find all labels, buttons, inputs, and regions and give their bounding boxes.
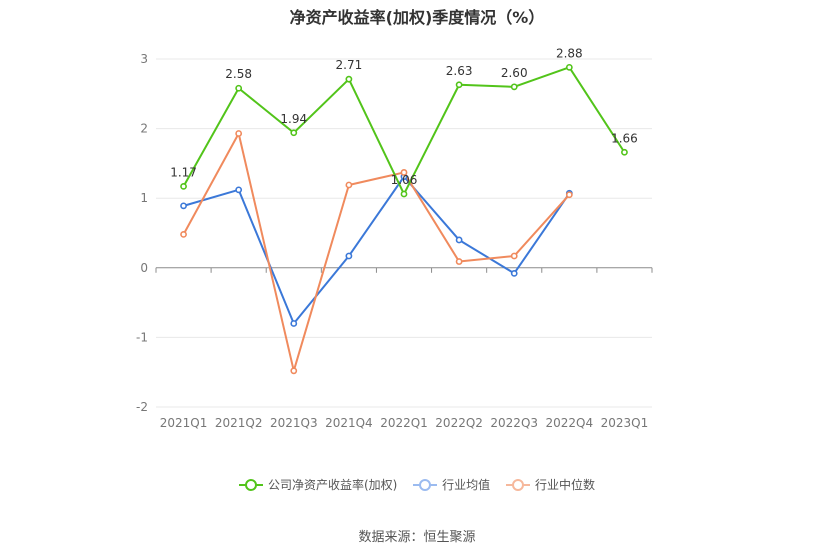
data-point-series-2 — [565, 191, 573, 199]
y-tick-label: 1 — [140, 191, 148, 205]
y-tick-label: 2 — [140, 122, 148, 136]
data-label: 1.06 — [391, 173, 418, 187]
x-tick-label: 2021Q1 — [160, 416, 208, 430]
data-label: 1.94 — [280, 112, 307, 126]
x-tick-label: 2021Q3 — [270, 416, 318, 430]
legend-item-company[interactable]: 公司净资产收益率(加权) — [238, 476, 398, 493]
data-point-series-1 — [180, 202, 187, 210]
legend: 公司净资产收益率(加权) 行业均值 行业中位数 — [0, 476, 834, 494]
series-lines — [182, 66, 626, 372]
data-point-series-0 — [400, 190, 408, 198]
data-label: 1.66 — [611, 131, 638, 145]
data-point-series-1 — [290, 320, 298, 327]
data-point-series-0 — [235, 84, 243, 92]
data-label: 2.58 — [225, 67, 252, 81]
x-tick-label: 2021Q2 — [215, 416, 263, 430]
series-points — [180, 63, 628, 375]
x-tick-label: 2022Q4 — [546, 416, 594, 430]
legend-line-icon — [238, 478, 263, 491]
data-point-series-2 — [345, 181, 353, 189]
y-axis: -2 -1 0 1 2 3 — [136, 52, 148, 414]
legend-item-industry-median[interactable]: 行业中位数 — [506, 476, 595, 493]
data-point-series-2 — [180, 230, 187, 238]
legend-label: 行业均值 — [442, 478, 491, 492]
data-labels: 1.17 2.58 1.94 2.71 1.06 2.63 2.60 2.88 1.66 — [170, 46, 638, 187]
data-point-series-1 — [455, 236, 463, 244]
y-tick-label: -1 — [136, 330, 148, 344]
legend-line-icon — [506, 478, 531, 491]
series-line-2 — [182, 132, 571, 372]
data-point-series-1 — [510, 269, 518, 277]
data-label: 2.63 — [446, 64, 473, 78]
data-point-series-0 — [510, 83, 518, 91]
data-point-series-2 — [510, 252, 518, 260]
data-point-series-0 — [455, 81, 463, 89]
x-tick-label: 2021Q4 — [325, 416, 373, 430]
data-label: 1.17 — [170, 165, 197, 179]
legend-label: 行业中位数 — [535, 478, 596, 492]
x-tick-label: 2023Q1 — [601, 416, 649, 430]
data-point-series-0 — [621, 148, 628, 156]
data-point-series-2 — [235, 130, 243, 137]
data-point-series-1 — [235, 186, 243, 194]
data-point-series-0 — [345, 75, 353, 83]
x-tick-label: 2022Q1 — [380, 416, 428, 430]
data-point-series-2 — [290, 367, 298, 375]
data-point-series-2 — [400, 169, 408, 176]
y-tick-label: -2 — [136, 400, 148, 414]
series-line-1 — [183, 175, 571, 325]
data-point-series-1 — [345, 252, 353, 260]
legend-label: 公司净资产收益率(加权) — [267, 478, 398, 492]
data-point-series-2 — [455, 258, 463, 265]
grid-lines — [156, 58, 652, 408]
data-point-series-0 — [290, 129, 298, 137]
data-label: 2.71 — [336, 58, 363, 72]
legend-item-industry-mean[interactable]: 行业均值 — [413, 476, 490, 493]
x-axis: 2021Q1 2021Q2 2021Q3 2021Q4 2022Q1 2022Q2 2022… — [155, 267, 653, 430]
data-point-series-0 — [180, 182, 187, 190]
data-point-series-0 — [565, 63, 573, 71]
x-tick-label: 2022Q3 — [490, 416, 538, 430]
legend-line-icon — [413, 478, 438, 491]
data-label: 2.88 — [556, 46, 583, 60]
data-label: 2.60 — [501, 66, 528, 80]
chart-title: 净资产收益率(加权)季度情况（%） — [289, 8, 545, 27]
data-source: 数据来源：恒生聚源 — [358, 530, 476, 545]
y-tick-label: 0 — [140, 261, 148, 275]
x-tick-label: 2022Q2 — [435, 416, 483, 430]
y-tick-label: 3 — [140, 52, 148, 66]
